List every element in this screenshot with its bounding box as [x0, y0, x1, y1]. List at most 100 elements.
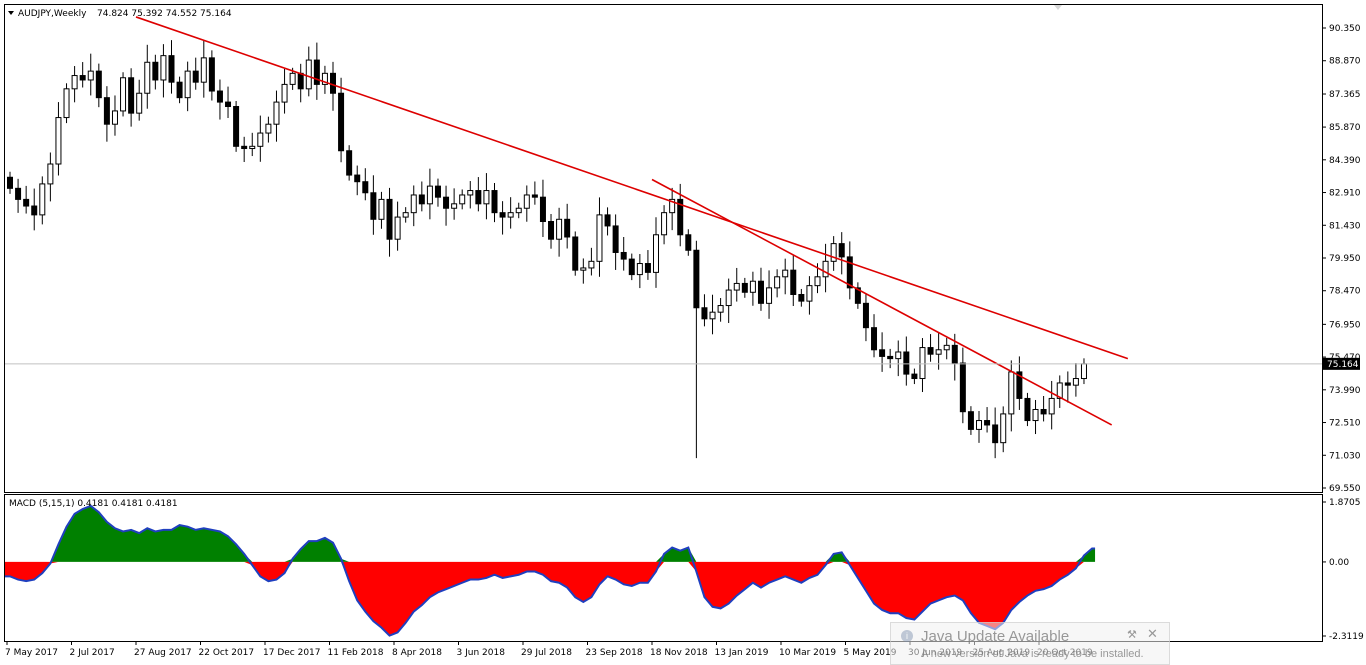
time-tick-label: 23 Sep 2018 [586, 648, 643, 658]
candle [111, 95, 118, 136]
candle-body [87, 70, 94, 81]
candle [644, 250, 651, 280]
time-tick-label: 8 Apr 2018 [392, 648, 442, 658]
price-panel[interactable] [4, 4, 1323, 493]
candle-body [273, 101, 280, 125]
candle [798, 288, 805, 307]
candle-body [862, 302, 869, 329]
candle-body [184, 70, 191, 99]
candle [313, 42, 320, 100]
candle-body [95, 70, 102, 99]
candle [685, 229, 692, 256]
candle [871, 314, 878, 358]
candle [176, 76, 183, 104]
candle-body [1048, 397, 1055, 415]
candle-body [685, 234, 692, 251]
candle [693, 240, 700, 459]
candle [39, 176, 46, 225]
candle [911, 368, 918, 385]
candle-body [23, 198, 30, 207]
candle-body [483, 190, 490, 205]
candle [200, 40, 207, 98]
candle [394, 201, 401, 251]
candle-body [798, 293, 805, 302]
candle [959, 347, 966, 424]
candle-body [103, 97, 110, 125]
candlesticks [7, 40, 1087, 459]
candle-body [644, 263, 651, 273]
candle-body [693, 249, 700, 309]
candle-body [338, 92, 345, 152]
candle [596, 197, 603, 277]
candle-body [636, 263, 643, 276]
candle-body [871, 327, 878, 351]
candle-body [467, 190, 474, 196]
candle-body [709, 311, 716, 320]
candle-body [241, 145, 248, 150]
price-tick-label: 76.950 [1329, 320, 1361, 330]
trendlines[interactable] [135, 16, 1129, 426]
candle [628, 253, 635, 281]
candle [766, 270, 773, 319]
candle [160, 44, 167, 98]
candle [63, 83, 70, 124]
candle-body [588, 260, 595, 269]
candle-body [475, 190, 482, 205]
candle-body [491, 190, 498, 214]
candle [475, 177, 482, 212]
time-tick-label: 29 Jul 2018 [521, 648, 572, 658]
candle [378, 191, 385, 229]
price-tick-label: 90.350 [1329, 24, 1361, 34]
candle [47, 152, 54, 202]
macd-panel[interactable] [4, 494, 1323, 642]
close-icon[interactable]: ✕ [1147, 626, 1158, 641]
ohlc-values: 74.824 75.392 74.552 75.164 [97, 9, 232, 19]
candle-body [200, 57, 207, 83]
candle [184, 61, 191, 112]
candle-body [297, 72, 304, 90]
candle [1072, 363, 1079, 397]
java-update-notification[interactable]: i Java Update Available A new version of… [890, 622, 1170, 665]
candle-body [216, 90, 223, 103]
candle [79, 62, 86, 88]
candle-body [249, 145, 256, 150]
candle [23, 185, 30, 214]
candle [281, 68, 288, 114]
candle-body [1016, 371, 1023, 399]
candle-body [418, 194, 425, 205]
candle-body [434, 185, 441, 198]
candle [346, 145, 353, 181]
candle-body [362, 181, 369, 194]
candle-body [313, 59, 320, 85]
candle-body [330, 72, 336, 94]
candle [846, 241, 853, 300]
candle [1056, 375, 1063, 408]
candle-body [548, 221, 555, 240]
wrench-icon[interactable]: ⚒ [1127, 629, 1137, 641]
price-tick-label: 81.430 [1329, 221, 1361, 231]
notification-body: A new version of Java is ready to be ins… [921, 648, 1144, 660]
candle-body [168, 55, 175, 83]
candle-body [176, 81, 183, 99]
time-tick-label: 7 May 2017 [5, 648, 58, 658]
current-price-tag: 75.164 [1323, 357, 1360, 370]
candle-body [927, 347, 934, 355]
candle-body [507, 212, 514, 218]
candle [128, 68, 135, 127]
candle-body [580, 267, 587, 271]
candle-body [1072, 378, 1079, 386]
candle [192, 57, 199, 90]
macd-tick-label: -2.3119 [1329, 632, 1364, 642]
candle-body [806, 285, 813, 302]
candle [976, 411, 982, 443]
candle [515, 202, 522, 219]
candle-body [394, 216, 401, 240]
candle-body [572, 236, 579, 271]
candle [790, 254, 797, 306]
candle [862, 293, 869, 342]
candle-body [725, 289, 732, 307]
candle-body [31, 205, 38, 216]
time-tick-label: 17 Dec 2017 [263, 648, 321, 658]
candle [467, 181, 474, 209]
